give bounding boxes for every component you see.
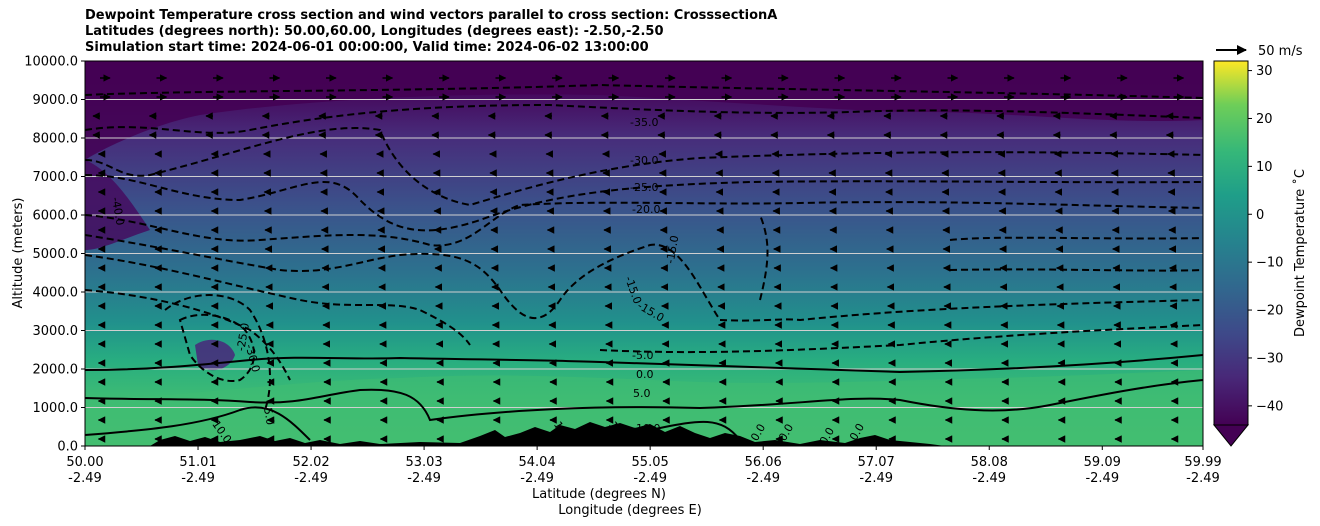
colorbar-tick-label: 20	[1256, 112, 1273, 127]
contour-label: -25.0	[630, 181, 658, 194]
y-axis: 0.0 1000.0 2000.0 3000.0 4000.0 5000.0 6000.0 7…	[24, 55, 85, 455]
y-tick-label: 0.0	[57, 440, 78, 455]
x-tick-label-lat: 51.01	[179, 455, 216, 470]
colorbar-extend-triangle	[1212, 424, 1250, 447]
contour-label: -5.0	[632, 349, 653, 362]
y-tick-label: 10000.0	[24, 55, 78, 70]
x-tick-label-lon: -2.49	[746, 471, 780, 486]
colorbar-tick-label: 30	[1256, 64, 1273, 79]
x-tick-label-lon: -2.49	[633, 471, 667, 486]
x-axis-label-lat: Latitude (degrees N)	[532, 487, 666, 502]
contour-label: 0.0	[636, 368, 654, 381]
contour-labels: -35.0 -30.0 -25.0 -20.0 -15.0 -15.0 -15.…	[109, 116, 867, 446]
contour-label: -25.0	[234, 322, 252, 352]
colorbar: 30 20 10 0 −10 −20 −30 −40 Dewpoint Temperature…	[1212, 60, 1308, 447]
colorbar-tick-label: −10	[1256, 256, 1283, 271]
y-tick-label: 9000.0	[33, 93, 79, 108]
plot-area: -35.0 -30.0 -25.0 -20.0 -15.0 -15.0 -15.…	[85, 61, 1203, 446]
terrain	[150, 422, 945, 446]
contour-label: -35.0	[630, 116, 658, 129]
title-line-3: Simulation start time: 2024-06-01 00:00:…	[85, 40, 649, 55]
x-tick-label-lat: 52.02	[292, 455, 329, 470]
colorbar-tick-label: 10	[1256, 160, 1273, 175]
colorbar-ticks: 30 20 10 0 −10 −20 −30 −40	[1248, 64, 1283, 414]
dashed-contours	[85, 83, 1203, 411]
y-axis-label: Altitude (meters)	[11, 198, 26, 309]
x-tick-label-lat: 55.05	[632, 455, 669, 470]
x-tick-label-lon: -2.49	[520, 471, 554, 486]
colorbar-tick-label: −30	[1256, 351, 1283, 366]
x-axis: 50.00-2.4951.01-2.4952.02-2.4953.03-2.49…	[66, 446, 1222, 486]
y-tick-label: 6000.0	[33, 209, 79, 224]
x-tick-label-lat: 53.03	[405, 455, 442, 470]
x-tick-label-lon: -2.49	[294, 471, 328, 486]
x-tick-label-lon: -2.49	[181, 471, 215, 486]
y-tick-label: 2000.0	[33, 363, 79, 378]
x-tick-label-lon: -2.49	[1085, 471, 1119, 486]
y-tick-label: 7000.0	[33, 170, 79, 185]
chart-title: Dewpoint Temperature cross section and w…	[85, 8, 777, 56]
contour-label: -15.0	[664, 234, 682, 264]
colorbar-tick-label: −40	[1256, 399, 1283, 414]
colorbar-tick-label: 0	[1256, 208, 1264, 223]
x-tick-label-lat: 50.00	[66, 455, 103, 470]
colorbar-label: Dewpoint Temperature ˚C	[1292, 169, 1308, 337]
x-axis-label-lon: Longitude (degrees E)	[558, 503, 702, 518]
y-tick-label: 5000.0	[33, 247, 79, 262]
contour-label: -20.0	[632, 203, 660, 216]
x-tick-label-lon: -2.49	[1186, 471, 1220, 486]
title-line-2: Latitudes (degrees north): 50.00,60.00, …	[85, 24, 664, 39]
x-tick-label-lon: -2.49	[407, 471, 441, 486]
x-tick-label-lon: -2.49	[859, 471, 893, 486]
title-line-1: Dewpoint Temperature cross section and w…	[85, 8, 778, 23]
contour-label: -30.0	[630, 154, 658, 167]
contour-label: 5.0	[633, 387, 651, 400]
y-tick-label: 8000.0	[33, 132, 79, 147]
y-tick-label: 1000.0	[33, 401, 79, 416]
dry-upper-region	[85, 61, 1203, 160]
x-tick-label-lat: 59.09	[1084, 455, 1121, 470]
colorbar-bar	[1213, 60, 1249, 426]
wind-key-label: 50 m/s	[1258, 44, 1303, 59]
x-tick-label-lon: -2.49	[68, 471, 102, 486]
x-tick-label-lat: 58.08	[971, 455, 1008, 470]
y-tick-label: 4000.0	[33, 286, 79, 301]
x-tick-label-lat: 56.06	[745, 455, 782, 470]
contour-label: -40.0	[109, 196, 127, 226]
colorbar-tick-label: −20	[1256, 304, 1283, 319]
x-tick-label-lat: 59.99	[1184, 455, 1221, 470]
y-tick-label: 3000.0	[33, 324, 79, 339]
x-tick-label-lon: -2.49	[972, 471, 1006, 486]
contour-label: 5.0	[261, 407, 277, 426]
x-tick-label-lat: 57.07	[858, 455, 895, 470]
wind-vectors	[92, 74, 1185, 443]
x-tick-label-lat: 54.04	[519, 455, 556, 470]
